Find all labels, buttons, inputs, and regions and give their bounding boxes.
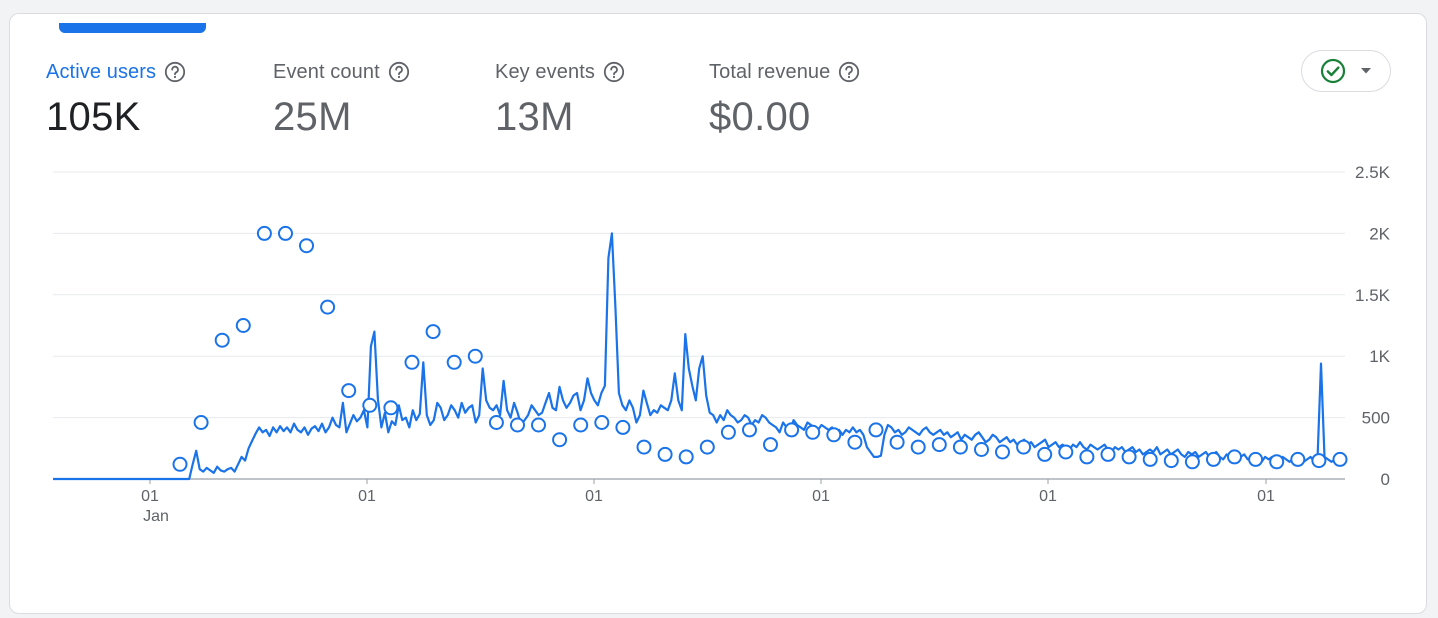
anomaly-marker[interactable] bbox=[889, 434, 905, 450]
metric-label: Active users bbox=[46, 60, 157, 83]
anomaly-marker[interactable] bbox=[636, 439, 652, 455]
active-tab-indicator bbox=[59, 23, 206, 33]
anomaly-marker[interactable] bbox=[1121, 449, 1137, 465]
x-tick-label: 01 bbox=[141, 488, 159, 505]
anomaly-marker[interactable] bbox=[425, 324, 441, 340]
metric-label: Event count bbox=[273, 60, 380, 83]
help-icon[interactable] bbox=[603, 61, 625, 83]
metric-label: Key events bbox=[495, 60, 595, 83]
metrics-card: Active users 105K Event count 25M Key ev… bbox=[9, 13, 1427, 614]
anomaly-marker[interactable] bbox=[172, 456, 188, 472]
anomaly-marker[interactable] bbox=[742, 422, 757, 438]
anomaly-marker[interactable] bbox=[931, 437, 947, 453]
anomaly-marker[interactable] bbox=[1206, 451, 1221, 467]
anomaly-marker[interactable] bbox=[1100, 446, 1116, 462]
metric-total-revenue[interactable]: Total revenue $0.00 bbox=[709, 58, 860, 140]
anomaly-marker[interactable] bbox=[256, 225, 272, 241]
anomaly-marker[interactable] bbox=[615, 419, 631, 435]
anomaly-marker[interactable] bbox=[1163, 453, 1179, 469]
anomaly-marker[interactable] bbox=[214, 332, 230, 348]
anomaly-marker[interactable] bbox=[531, 417, 546, 433]
anomaly-marker[interactable] bbox=[278, 225, 293, 241]
anomaly-marker[interactable] bbox=[320, 299, 336, 315]
anomaly-marker[interactable] bbox=[974, 442, 989, 457]
help-icon[interactable] bbox=[838, 61, 860, 83]
help-icon[interactable] bbox=[388, 61, 410, 83]
anomaly-marker[interactable] bbox=[362, 397, 378, 413]
anomaly-marker[interactable] bbox=[1079, 449, 1095, 465]
anomaly-marker[interactable] bbox=[657, 446, 673, 462]
metric-label: Total revenue bbox=[709, 60, 831, 83]
anomaly-marker[interactable] bbox=[784, 422, 800, 438]
metric-active-users[interactable]: Active users 105K bbox=[46, 58, 186, 140]
anomaly-marker[interactable] bbox=[404, 354, 420, 370]
help-icon[interactable] bbox=[164, 61, 186, 83]
anomaly-marker[interactable] bbox=[510, 417, 525, 433]
y-tick-label: 2K bbox=[1369, 224, 1390, 243]
x-tick-sublabel: Jan bbox=[143, 508, 169, 525]
anomaly-marker[interactable] bbox=[193, 415, 209, 430]
anomaly-marker[interactable] bbox=[1332, 451, 1348, 467]
anomaly-marker[interactable] bbox=[952, 439, 968, 455]
anomaly-marker[interactable] bbox=[383, 400, 399, 416]
x-tick-label: 01 bbox=[1257, 488, 1275, 505]
y-tick-label: 2.5K bbox=[1355, 163, 1391, 182]
anomaly-marker[interactable] bbox=[235, 318, 251, 333]
anomaly-marker[interactable] bbox=[1016, 439, 1032, 455]
anomaly-marker[interactable] bbox=[910, 439, 926, 455]
anomaly-marker[interactable] bbox=[299, 238, 314, 254]
metric-value: $0.00 bbox=[709, 95, 811, 139]
y-tick-label: 1K bbox=[1369, 347, 1390, 366]
anomaly-marker[interactable] bbox=[995, 444, 1010, 460]
anomaly-marker[interactable] bbox=[1290, 451, 1306, 467]
anomaly-marker[interactable] bbox=[847, 434, 863, 450]
anomaly-marker[interactable] bbox=[594, 415, 610, 430]
anomaly-marker[interactable] bbox=[763, 437, 778, 453]
metric-value: 105K bbox=[46, 95, 141, 139]
anomaly-marker[interactable] bbox=[1269, 454, 1285, 470]
comparison-status-button[interactable] bbox=[1301, 50, 1391, 92]
anomaly-marker[interactable] bbox=[868, 422, 884, 438]
metric-value: 25M bbox=[273, 95, 352, 139]
anomaly-marker[interactable] bbox=[678, 449, 694, 465]
metric-key-events[interactable]: Key events 13M bbox=[495, 58, 625, 140]
anomaly-marker[interactable] bbox=[552, 432, 568, 448]
anomaly-marker[interactable] bbox=[1311, 453, 1327, 469]
anomaly-marker[interactable] bbox=[488, 415, 504, 430]
anomaly-marker[interactable] bbox=[805, 424, 821, 440]
y-tick-label: 0 bbox=[1381, 470, 1390, 489]
y-tick-label: 1.5K bbox=[1355, 286, 1391, 305]
anomaly-marker[interactable] bbox=[573, 417, 589, 433]
anomaly-marker[interactable] bbox=[1227, 449, 1242, 465]
metric-value: 13M bbox=[495, 95, 574, 139]
anomaly-marker[interactable] bbox=[1037, 446, 1053, 462]
anomaly-marker[interactable] bbox=[826, 427, 842, 443]
x-tick-label: 01 bbox=[358, 488, 376, 505]
anomaly-marker[interactable] bbox=[699, 439, 715, 455]
anomaly-marker[interactable] bbox=[467, 348, 483, 364]
anomaly-marker[interactable] bbox=[341, 383, 357, 399]
anomaly-marker[interactable] bbox=[720, 424, 736, 440]
x-tick-label: 01 bbox=[812, 488, 830, 505]
check-circle-icon bbox=[1320, 58, 1346, 84]
anomaly-marker[interactable] bbox=[1184, 454, 1200, 470]
anomaly-marker[interactable] bbox=[1058, 444, 1074, 460]
y-tick-label: 500 bbox=[1362, 409, 1390, 428]
x-tick-label: 01 bbox=[1039, 488, 1057, 505]
caret-down-icon bbox=[1360, 67, 1372, 75]
anomaly-marker[interactable] bbox=[1248, 451, 1264, 467]
x-tick-label: 01 bbox=[585, 488, 603, 505]
metric-event-count[interactable]: Event count 25M bbox=[273, 58, 410, 140]
anomaly-marker[interactable] bbox=[1142, 451, 1158, 467]
anomaly-marker[interactable] bbox=[446, 354, 462, 370]
